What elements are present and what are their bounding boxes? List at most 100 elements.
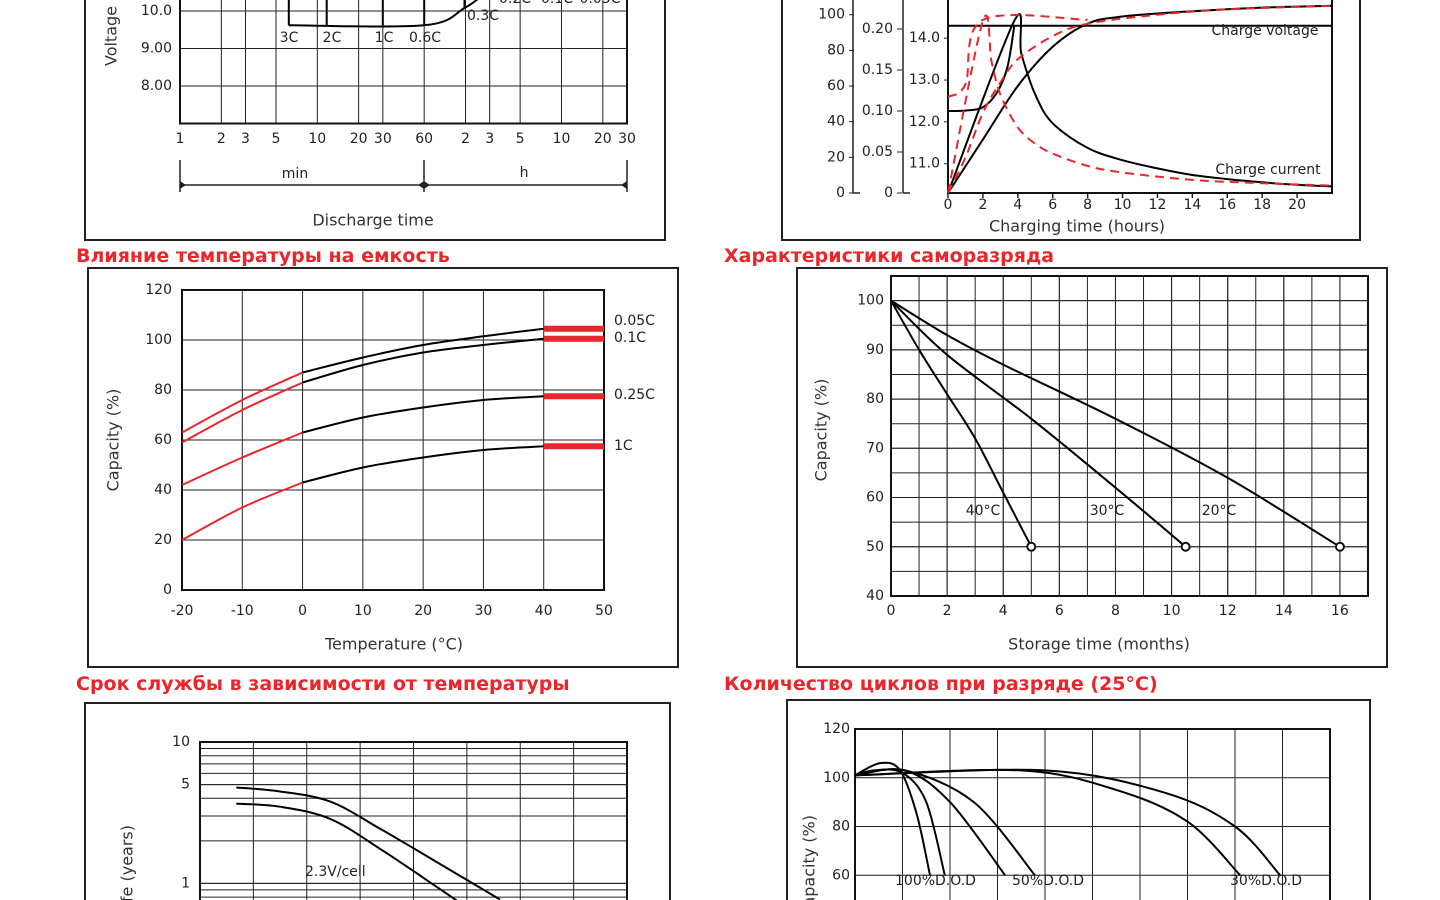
chart-panel: Влияние температуры на емкость -20 -10 0 10 2… [76,245,679,668]
x-tick-label: 4 [1013,197,1022,213]
x-tick-label: -20 [171,603,194,619]
y-tick-label: 20 [154,532,172,548]
y-tick-label: 1 [181,875,190,891]
x-tick-label: 3 [241,131,250,147]
annotation: min [282,166,308,182]
annotation: 100%D.O.D [895,873,976,889]
x-tick-label: 10 [1114,197,1132,213]
y-tick-label: 0.10 [862,103,893,119]
x-tick-label: 1 [176,131,185,147]
y-tick-label: 10 [172,734,190,750]
x-axis-label: Charging time (hours) [989,217,1165,236]
x-tick-label: 20 [1288,197,1306,213]
series-line [890,299,1341,548]
x-tick-label: 10 [354,603,372,619]
x-tick-label: 30 [618,131,636,147]
x-axis-label: Storage time (months) [1008,635,1190,654]
chart-title: Количество циклов при разряде (25°C) [724,673,1158,695]
plot-area [181,289,605,591]
y-tick-label: 80 [827,42,845,58]
x-tick-label: 10 [553,131,571,147]
annotation: h [520,165,529,181]
y-tick-label: 100 [857,293,884,309]
x-axis-label: Discharge time [312,211,433,230]
chart-panel: Характеристики саморазряда 0 2 4 6 8 10 12 14 16 4… [724,245,1388,668]
x-tick-label: 6 [1055,603,1064,619]
extrapolated-line [181,381,304,444]
panel-frame [781,0,1361,241]
annotation: 30%D.O.D [1230,873,1302,889]
panel-frame [87,267,679,668]
chart-panel: Количество циклов при разряде (25°C) 60 80… [724,673,1371,900]
x-tick-label: 2 [978,197,987,213]
y-tick-label: 0.20 [862,21,893,37]
y-tick-label: 0 [836,185,845,201]
y-tick-label: 12.0 [909,114,940,130]
arrow-head [424,181,430,189]
series-line [890,299,1187,548]
x-tick-label: 12 [1219,603,1237,619]
series-line [288,0,479,28]
series-label: 0.05C [614,313,655,329]
plot-area [890,275,1369,597]
series-line [854,768,1281,876]
series-label: 2C [323,30,342,46]
x-tick-label: 12 [1149,197,1167,213]
y-axis-label: Life (years) [118,825,137,900]
annotation: 2.3V/cell [305,864,366,880]
series-line [854,768,1036,876]
y-tick-label: 120 [145,282,172,298]
y-tick-label: 100 [823,770,850,786]
x-tick-label: 5 [516,131,525,147]
y-tick-label: 60 [154,432,172,448]
chart-panel: 0 2 4 6 8 10 12 14 16 18 20 0 0.05 0.10 0.15 0.20 11.0 12… [781,0,1361,241]
annotation: 0.05C [580,0,621,7]
x-tick-label: 16 [1331,603,1349,619]
y-tick-label: 100 [818,7,845,23]
x-tick-label: 2 [461,131,470,147]
series-label: 1C [375,30,394,46]
end-marker [1334,541,1345,552]
plot-area [947,0,1333,194]
series-line [890,300,1033,548]
series-label: 0.6C [409,30,441,46]
y-tick-label: 5 [181,777,190,793]
series-line [236,802,458,900]
x-tick-label: 30 [374,131,392,147]
chart-panel: 1 2 3 5 10 20 30 60 2 3 5 10 20 3010.09.008.00Dischar… [84,0,666,241]
plot-area [199,741,628,900]
arrow-head [180,181,186,189]
y-tick-label: 14.0 [909,30,940,46]
x-tick-label: 10 [1163,603,1181,619]
y-tick-label: 50 [866,539,884,555]
x-tick-label: 2 [943,603,952,619]
series-line [854,768,1006,876]
series-line [302,445,544,484]
y-tick-label: 0 [163,582,172,598]
y-tick-label: 70 [866,440,884,456]
y-tick-label: 9.00 [141,41,172,57]
arrow-head [621,181,627,189]
series-line [947,14,1333,194]
y-axis-label: Voltage (V) [102,0,121,66]
x-tick-label: -10 [231,603,254,619]
series-label: 3C [280,30,299,46]
x-tick-label: 40 [535,603,553,619]
y-tick-label: 90 [866,342,884,358]
series-line [947,4,1333,194]
extrapolated-line [181,431,303,486]
extrapolated-line [181,481,303,541]
annotation: 0.2C [499,0,531,7]
x-tick-label: 2 [217,131,226,147]
series-line [302,327,544,374]
panel-frame [84,702,671,900]
y-tick-label: 80 [866,391,884,407]
series-label: Charge voltage [1212,23,1319,39]
y-axis-label: Capacity (%) [812,379,831,482]
series-label: 0.25C [614,387,655,403]
panel-frame [786,699,1371,900]
plot-area [854,728,1331,900]
series-line [236,786,501,900]
x-tick-label: 20 [414,603,432,619]
